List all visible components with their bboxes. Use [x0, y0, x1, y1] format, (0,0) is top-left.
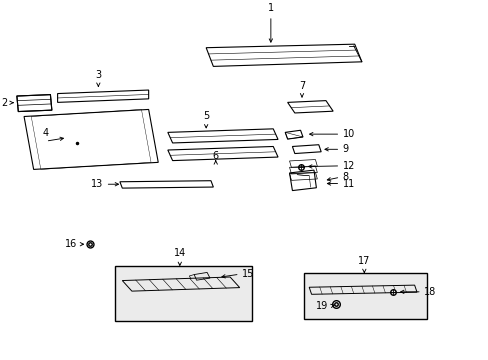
Text: 6: 6	[212, 151, 218, 161]
Text: 16: 16	[64, 239, 77, 249]
Text: 18: 18	[424, 287, 436, 297]
Text: 7: 7	[298, 81, 305, 91]
Text: 12: 12	[342, 161, 354, 171]
Text: 11: 11	[342, 179, 354, 189]
Text: 2: 2	[1, 98, 7, 108]
Text: 3: 3	[95, 70, 101, 80]
Text: 9: 9	[342, 144, 348, 154]
Text: 1: 1	[267, 3, 273, 13]
Text: 13: 13	[91, 179, 103, 189]
Text: 17: 17	[357, 256, 370, 266]
Text: 10: 10	[342, 129, 354, 139]
Text: 5: 5	[203, 111, 209, 121]
FancyBboxPatch shape	[304, 274, 426, 319]
Text: 8: 8	[342, 172, 348, 182]
Text: 14: 14	[173, 248, 185, 258]
Text: 4: 4	[42, 129, 49, 138]
Text: 19: 19	[315, 301, 328, 311]
Text: 15: 15	[242, 269, 254, 279]
FancyBboxPatch shape	[115, 266, 251, 321]
